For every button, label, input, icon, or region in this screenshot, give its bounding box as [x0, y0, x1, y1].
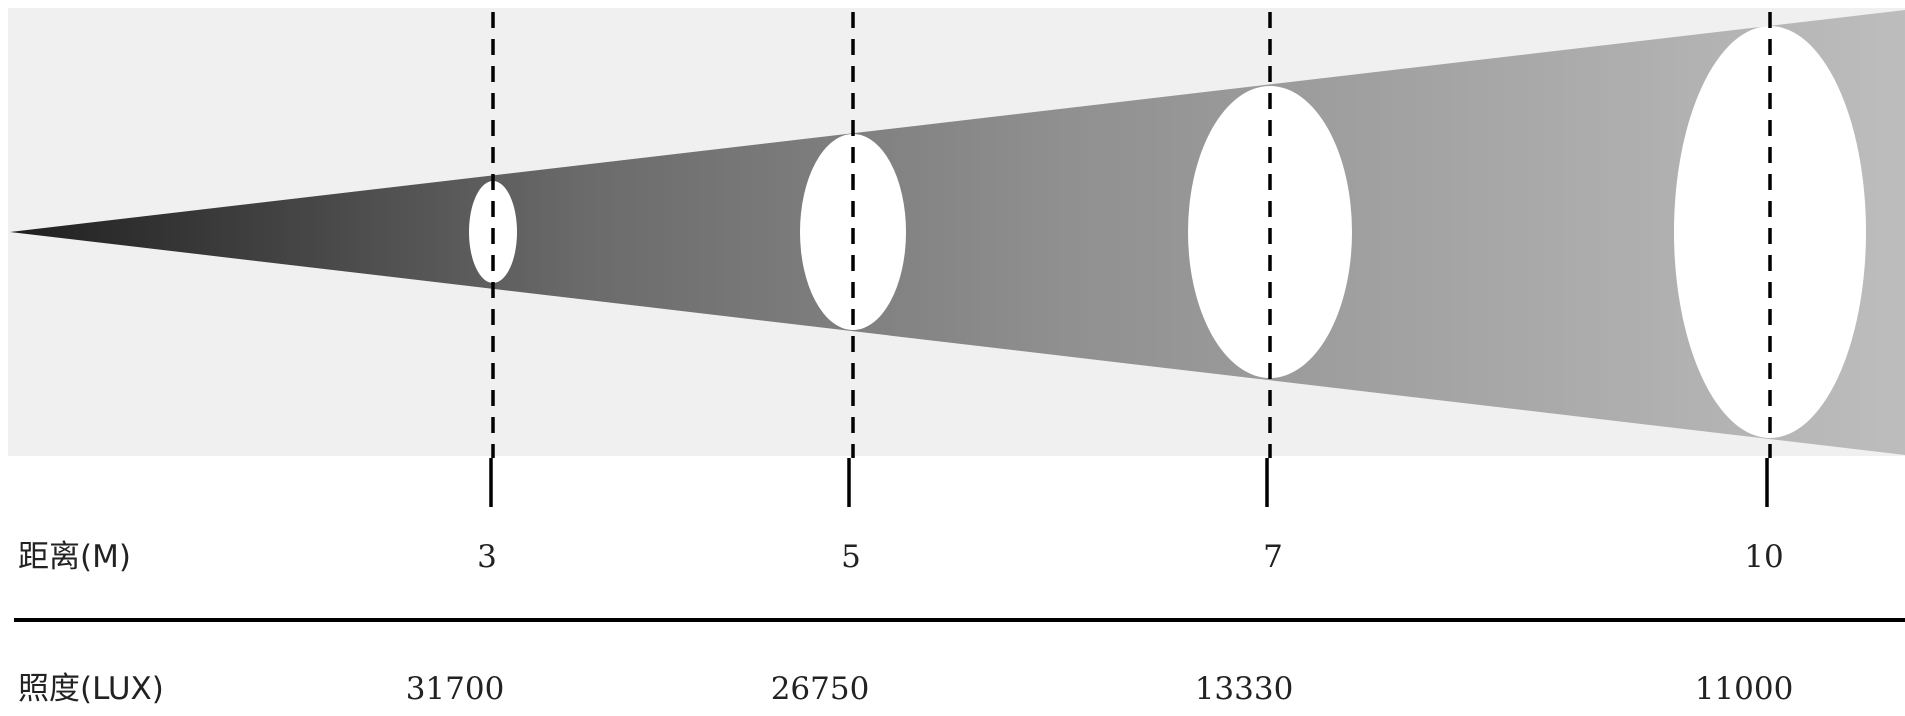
- distance-value-7m: 7: [1263, 539, 1283, 575]
- light-beam-cone: [10, 10, 1905, 455]
- distance-row-label: 距离(M): [18, 539, 131, 575]
- illuminance-value-5m: 26750: [771, 671, 870, 707]
- illuminance-value-3m: 31700: [406, 671, 505, 707]
- illuminance-value-7m: 13330: [1195, 671, 1294, 707]
- distance-value-10m: 10: [1744, 539, 1783, 575]
- illuminance-value-10m: 11000: [1695, 671, 1794, 707]
- distance-value-3m: 3: [477, 539, 497, 575]
- distance-value-5m: 5: [841, 539, 861, 575]
- illuminance-row-label: 照度(LUX): [18, 671, 164, 707]
